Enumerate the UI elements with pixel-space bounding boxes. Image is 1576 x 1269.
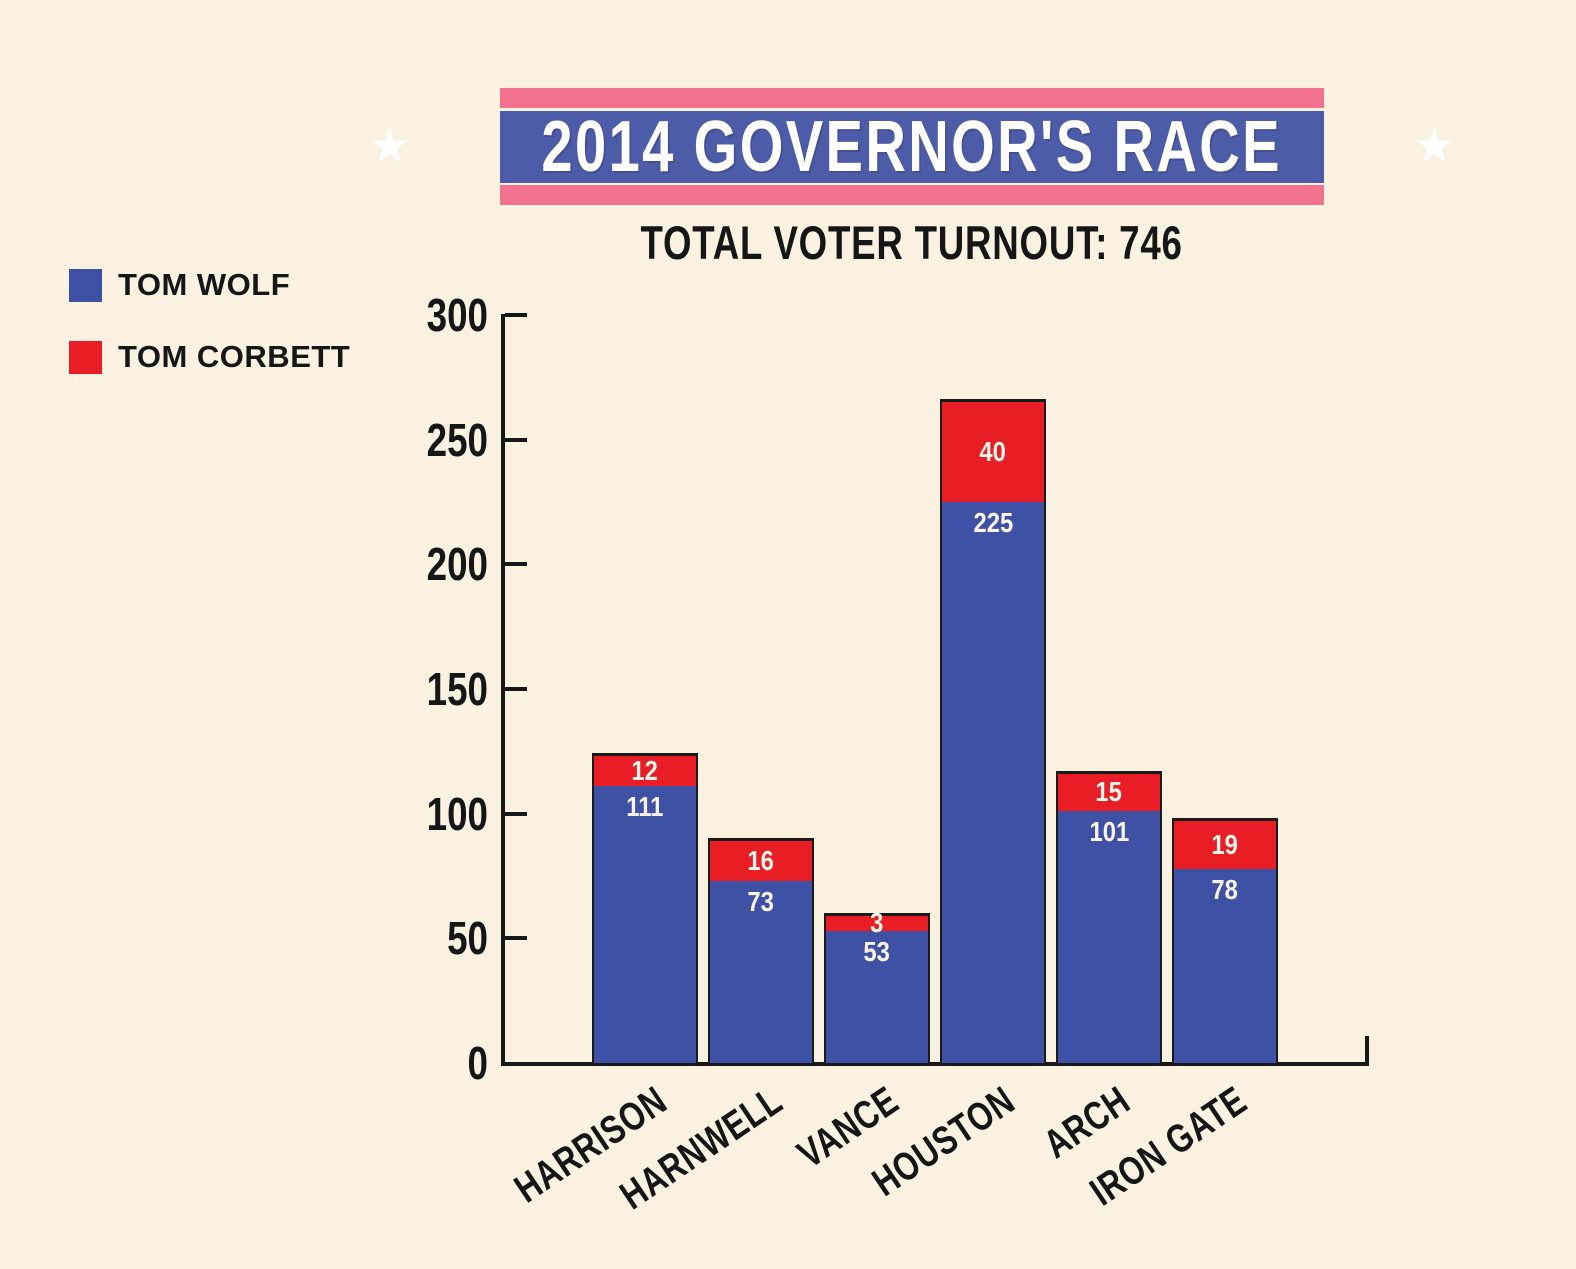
bar-segment-corbett: 16: [710, 841, 812, 881]
bar-harnwell: 16 73: [708, 838, 814, 1063]
legend-swatch-icon: [69, 340, 102, 374]
bar-segment-corbett: 40: [942, 402, 1044, 502]
bar-arch: 15 101: [1056, 770, 1162, 1063]
banner-stripe-top: [500, 88, 1324, 108]
bar-segment-wolf: 73: [710, 880, 812, 1063]
y-axis-tick-label-200: 200: [426, 538, 488, 591]
bar-segment-corbett: 19: [1174, 821, 1276, 869]
bar-value-corbett: 19: [1211, 828, 1239, 860]
bar-value-wolf: 53: [863, 935, 891, 967]
x-axis-line: [501, 1062, 1369, 1066]
y-axis-tick-label-100: 100: [426, 787, 488, 840]
chart-subtitle-text: TOTAL VOTER TURNOUT: 746: [640, 216, 1184, 269]
bar-segment-wolf: 78: [1174, 868, 1276, 1063]
bar-value-wolf: 111: [626, 791, 664, 823]
y-axis-tick-300: [505, 313, 527, 317]
y-axis-tick-label-150: 150: [426, 663, 488, 715]
bar-value-corbett: 40: [979, 436, 1007, 468]
bar-segment-corbett: 12: [594, 755, 696, 787]
y-axis-tick-150: [505, 687, 527, 691]
y-axis-line: [501, 314, 505, 1066]
bar-segment-corbett: 15: [1058, 773, 1160, 812]
banner-gap-top: [500, 107, 1324, 111]
legend-item-tom-wolf: TOM WOLF: [69, 267, 350, 303]
bar-harrison: 12 111: [592, 753, 698, 1063]
bar-value-wolf: 225: [973, 506, 1013, 538]
y-axis-tick-label-0: 0: [467, 1037, 488, 1089]
banner-stripe-bottom: [500, 185, 1324, 205]
legend-label: TOM CORBETT: [118, 339, 351, 374]
y-axis-tick-250: [505, 437, 527, 442]
banner-band: ★ 2014 GOVERNOR'S RACE ★: [368, 106, 1456, 187]
x-axis-end-tick: [1365, 1036, 1369, 1066]
legend-label: TOM WOLF: [118, 267, 291, 302]
y-axis-tick-100: [505, 811, 527, 816]
bar-segment-wolf: 101: [1058, 811, 1160, 1063]
bar-segment-corbett: 3: [826, 909, 928, 937]
bar-value-corbett: 16: [747, 845, 775, 877]
bar-value-corbett: 15: [1095, 776, 1123, 808]
bar-houston: 40 225: [940, 399, 1046, 1063]
y-axis-tick-50: [505, 936, 527, 941]
y-axis-tick-200: [505, 562, 527, 567]
chart-subtitle: TOTAL VOTER TURNOUT: 746: [500, 219, 1324, 266]
star-icon-right: ★: [1412, 119, 1456, 173]
bar-value-wolf: 101: [1089, 816, 1129, 848]
star-icon-left: ★: [368, 119, 412, 173]
bar-value-corbett: 12: [631, 755, 659, 787]
title-banner: ★ 2014 GOVERNOR'S RACE ★: [368, 88, 1456, 205]
y-axis-tick-label-250: 250: [426, 413, 488, 466]
bar-iron-gate: 19 78: [1172, 818, 1278, 1063]
legend-swatch-icon: [69, 268, 102, 302]
legend-item-tom-corbett: TOM CORBETT: [69, 339, 350, 375]
bar-segment-wolf: 111: [594, 786, 696, 1063]
bar-value-wolf: 73: [747, 885, 775, 917]
banner-gap-bottom: [500, 182, 1324, 186]
legend: TOM WOLF TOM CORBETT: [69, 267, 350, 375]
page-title: 2014 GOVERNOR'S RACE: [541, 106, 1283, 187]
bar-segment-wolf: 53: [826, 930, 928, 1063]
y-axis-tick-label-300: 300: [426, 289, 488, 341]
y-axis-tick-label-50: 50: [447, 912, 488, 965]
bar-value-corbett: 3: [870, 907, 884, 939]
bar-segment-wolf: 225: [942, 501, 1044, 1063]
bar-vance: 3 53: [824, 909, 930, 1063]
bar-value-wolf: 78: [1211, 873, 1239, 905]
